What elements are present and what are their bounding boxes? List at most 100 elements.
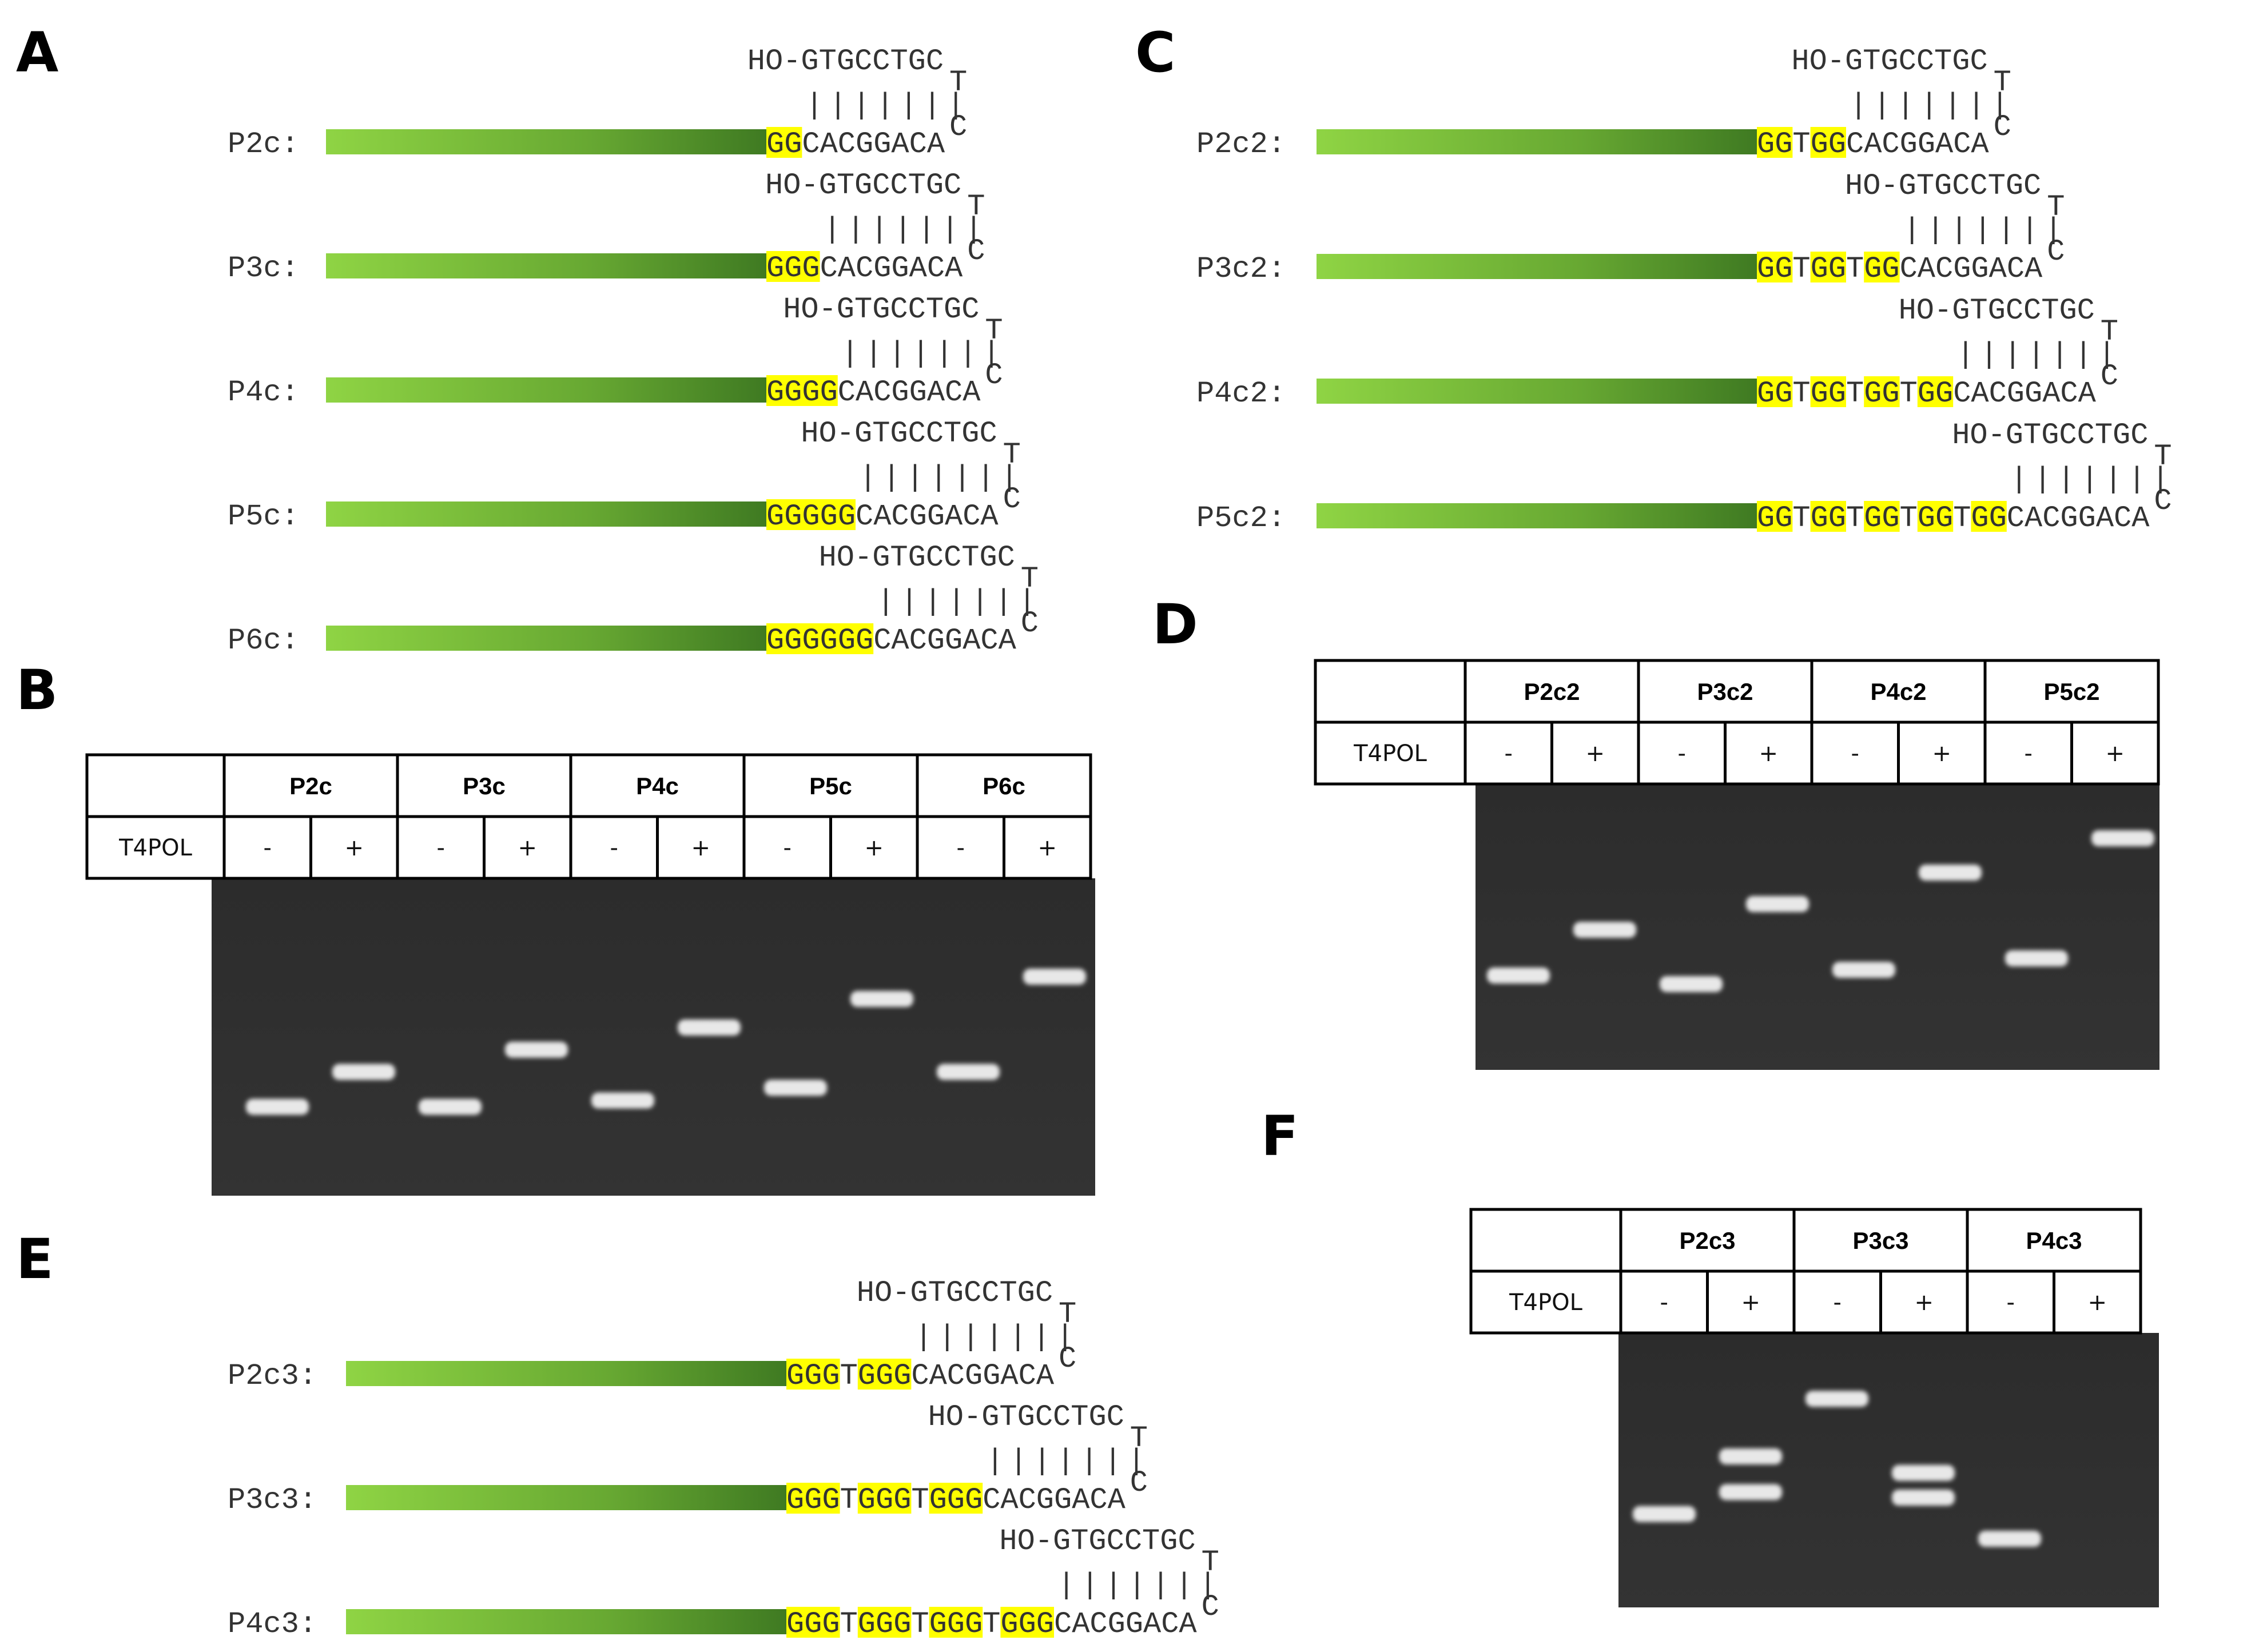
- hairpin-loop-c: C: [2101, 360, 2118, 393]
- sample-header: P3c: [463, 773, 506, 799]
- t4pol-row-label: T4POL: [118, 835, 192, 861]
- gel-band: [1633, 1506, 1696, 1522]
- hairpin-loop-c: C: [949, 110, 967, 144]
- base-pair-lines: |||||||: [1903, 213, 2068, 247]
- gel-band: [937, 1064, 1000, 1080]
- template-strand-bar: [1317, 254, 1757, 279]
- primer-tail: CACGGACA: [2007, 501, 2150, 535]
- g-run-text: GGG: [766, 252, 820, 285]
- template-strand-bar: [326, 501, 766, 527]
- minus-label: -: [264, 835, 272, 861]
- g-run-text: GGG: [786, 1607, 840, 1641]
- hairpin-top-strand: HO-GTGCCTGC: [1791, 45, 1987, 78]
- hairpin-loop-t: T: [2101, 315, 2118, 349]
- gel-image: [1618, 1333, 2159, 1607]
- spacer-base: T: [1792, 501, 1810, 535]
- g-run-text: GGG: [929, 1483, 983, 1517]
- g-run-highlight: [1810, 252, 1846, 282]
- hairpin-loop-c: C: [2154, 484, 2172, 518]
- g-run-highlight: [766, 499, 856, 530]
- hairpin-loop-t: T: [1130, 1422, 1148, 1455]
- hairpin-top-strand: HO-GTGCCTGC: [783, 293, 979, 327]
- sample-header: P3c3: [1852, 1227, 1908, 1254]
- spacer-base: T: [1792, 252, 1810, 286]
- g-run-highlight: [1864, 501, 1900, 532]
- g-run-text: GGGGGG: [766, 624, 873, 658]
- primer-tail: CACGGACA: [1846, 128, 1989, 161]
- plus-label: +: [2105, 741, 2125, 767]
- g-run-highlight: [929, 1483, 983, 1514]
- plus-label: +: [864, 835, 884, 861]
- gel-band: [419, 1098, 482, 1115]
- template-strand-bar: [346, 1609, 786, 1634]
- hairpin-loop-c: C: [967, 234, 985, 268]
- template-strand-bar: [326, 377, 766, 403]
- gel-band: [505, 1041, 568, 1058]
- panel-c-letter: C: [1135, 21, 1175, 85]
- g-run-text: GGGGG: [766, 500, 856, 534]
- hairpin-loop-t: T: [967, 190, 985, 224]
- hairpin-loop-c: C: [1059, 1342, 1076, 1376]
- primer-tail: CACGGACA: [856, 500, 999, 534]
- spacer-base: T: [911, 1483, 929, 1517]
- g-run-highlight: [766, 127, 802, 158]
- hairpin-loop-c: C: [1130, 1466, 1148, 1500]
- g-run-highlight: [929, 1607, 983, 1638]
- g-run-text: GG: [1918, 377, 1953, 411]
- gel-band: [1719, 1448, 1782, 1464]
- sample-header: P2c2: [1524, 678, 1580, 705]
- gel-band: [1487, 968, 1550, 984]
- g-run-text: GG: [1971, 501, 2006, 535]
- g-run-highlight: [857, 1359, 912, 1390]
- primer-tail: CACGGACA: [802, 128, 945, 161]
- g-run-text: GG: [1757, 501, 1792, 535]
- g-run-highlight: [766, 623, 874, 654]
- g-run-highlight: [766, 251, 820, 282]
- g-run-highlight: [1810, 501, 1846, 532]
- g-run-highlight: [1917, 376, 1954, 407]
- hairpin-top-strand: HO-GTGCCTGC: [819, 541, 1015, 575]
- gel-band: [764, 1080, 827, 1096]
- g-run-highlight: [1757, 252, 1793, 282]
- construct-name: P2c3:: [228, 1359, 317, 1393]
- g-run-text: GGG: [858, 1607, 912, 1641]
- gel-band: [2091, 830, 2154, 846]
- construct-name: P4c2:: [1196, 377, 1286, 411]
- hairpin-loop-t: T: [985, 314, 1003, 348]
- hairpin-top-strand: HO-GTGCCTGC: [928, 1400, 1124, 1434]
- template-strand-bar: [326, 626, 766, 651]
- hairpin-loop-t: T: [949, 66, 967, 99]
- spacer-base: T: [1846, 252, 1864, 286]
- spacer-base: T: [911, 1607, 929, 1641]
- hairpin-top-strand: HO-GTGCCTGC: [765, 169, 961, 202]
- hairpin-loop-t: T: [1202, 1546, 1219, 1579]
- gel-band: [1660, 976, 1723, 992]
- base-pair-lines: |||||||: [1057, 1569, 1222, 1602]
- hairpin-top-strand: HO-GTGCCTGC: [747, 45, 944, 78]
- hairpin-top-strand: HO-GTGCCTGC: [801, 417, 997, 451]
- gel-band: [678, 1019, 741, 1036]
- sample-header: P4c2: [1870, 678, 1926, 705]
- hairpin-top-strand: HO-GTGCCTGC: [857, 1276, 1053, 1310]
- base-pair-lines: |||||||: [877, 585, 1041, 619]
- sample-header: P4c3: [2026, 1227, 2082, 1254]
- g-run-highlight: [786, 1607, 840, 1638]
- gel-band: [1573, 922, 1636, 938]
- g-run-highlight: [1971, 501, 2007, 532]
- primer-tail: CACGGACA: [983, 1483, 1126, 1517]
- g-run-text: GGG: [858, 1483, 912, 1517]
- minus-label: -: [610, 835, 618, 861]
- template-strand-bar: [346, 1485, 786, 1510]
- construct-name: P4c:: [228, 376, 299, 409]
- minus-label: -: [1851, 741, 1859, 767]
- gel-band: [1892, 1490, 1955, 1506]
- sample-header: P3c2: [1697, 678, 1753, 705]
- plus-label: +: [1741, 1289, 1760, 1316]
- template-strand-bar: [1317, 129, 1757, 154]
- g-run-text: GGG: [1000, 1607, 1054, 1641]
- construct-name: P2c2:: [1196, 128, 1286, 161]
- g-run-text: GG: [1811, 252, 1846, 286]
- hairpin-loop-t: T: [1059, 1297, 1076, 1331]
- g-run-highlight: [857, 1483, 912, 1514]
